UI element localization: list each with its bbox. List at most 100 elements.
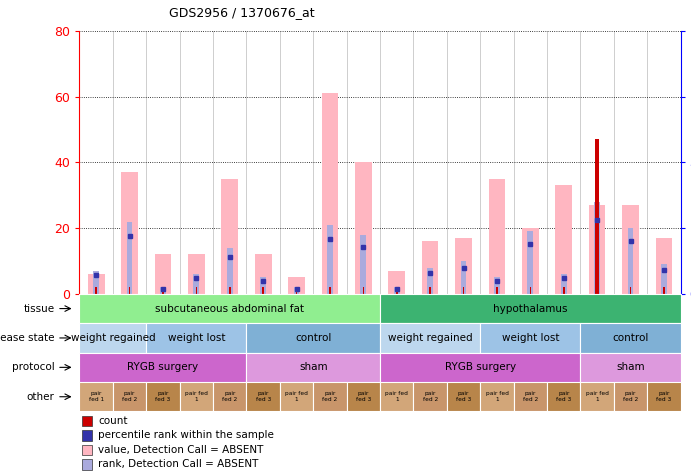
Text: pair fed
1: pair fed 1 [386,392,408,402]
Bar [413,382,447,411]
Bar [380,382,413,411]
Bar [522,228,539,294]
Bar [361,235,366,294]
Bar [656,238,672,294]
Bar [380,294,681,323]
Bar [429,287,431,294]
Bar [247,382,280,411]
Bar [663,287,665,294]
Bar [480,323,580,353]
Text: weight regained: weight regained [388,333,473,343]
Bar [213,382,247,411]
Bar [347,382,380,411]
Bar [263,287,264,294]
Bar [627,228,634,294]
Text: weight regained: weight regained [70,333,155,343]
Bar [380,353,580,382]
Bar [95,287,97,294]
Bar [180,382,213,411]
Bar [126,221,133,294]
Bar [589,205,605,294]
Bar [355,162,372,294]
Bar [447,382,480,411]
Text: hypothalamus: hypothalamus [493,303,567,314]
Bar [155,255,171,294]
Bar [247,323,380,353]
Text: pair
fed 2: pair fed 2 [322,392,338,402]
Bar [313,382,347,411]
Bar [280,382,313,411]
Bar [422,241,439,294]
Bar [193,274,199,294]
Bar [129,287,131,294]
Bar [455,238,472,294]
Text: GDS2956 / 1370676_at: GDS2956 / 1370676_at [169,6,315,19]
Bar [461,261,466,294]
Text: pair
fed 1: pair fed 1 [88,392,104,402]
Bar [622,205,639,294]
Text: pair fed
1: pair fed 1 [586,392,609,402]
Bar [329,287,331,294]
Text: pair
fed 3: pair fed 3 [456,392,471,402]
Text: protocol: protocol [12,362,55,373]
Bar [93,271,99,294]
Text: disease state: disease state [0,333,55,343]
Bar [121,172,138,294]
Bar [630,287,632,294]
Text: control: control [295,333,332,343]
Bar [614,382,647,411]
Bar [79,353,247,382]
Bar [594,202,600,294]
Bar [394,287,399,294]
Text: count: count [98,416,128,426]
Bar [496,287,498,294]
Text: control: control [612,333,649,343]
Bar [556,185,572,294]
Text: pair
fed 3: pair fed 3 [356,392,371,402]
Text: tissue: tissue [23,303,55,314]
Text: weight lost: weight lost [168,333,225,343]
Bar [196,287,197,294]
Text: pair fed
1: pair fed 1 [185,392,208,402]
Text: rank, Detection Call = ABSENT: rank, Detection Call = ABSENT [98,459,258,469]
Bar [647,382,681,411]
Text: pair fed
1: pair fed 1 [285,392,308,402]
Bar [396,291,397,294]
Bar [363,287,364,294]
Bar [596,139,599,294]
Bar [296,291,297,294]
Bar [188,255,205,294]
Bar [229,287,231,294]
Bar [82,416,92,426]
Bar [547,382,580,411]
Bar [380,323,480,353]
Bar [561,274,567,294]
Bar [162,291,164,294]
Bar [79,323,146,353]
Bar [489,179,505,294]
Bar [513,382,547,411]
Text: percentile rank within the sample: percentile rank within the sample [98,430,274,440]
Text: RYGB surgery: RYGB surgery [127,362,198,373]
Bar [221,179,238,294]
Bar [494,277,500,294]
Text: other: other [27,392,55,402]
Bar [88,274,104,294]
Bar [288,277,305,294]
Text: pair
fed 3: pair fed 3 [155,392,171,402]
Bar [82,459,92,470]
Bar [146,382,180,411]
Text: pair
fed 2: pair fed 2 [222,392,238,402]
Text: pair
fed 2: pair fed 2 [522,392,538,402]
Bar [113,382,146,411]
Text: pair
fed 3: pair fed 3 [256,392,271,402]
Bar [580,323,681,353]
Bar [255,255,272,294]
Bar [82,430,92,441]
Bar [480,382,513,411]
Bar [79,294,380,323]
Bar [82,445,92,455]
Text: RYGB surgery: RYGB surgery [445,362,515,373]
Text: value, Detection Call = ABSENT: value, Detection Call = ABSENT [98,445,263,455]
Bar [388,271,405,294]
